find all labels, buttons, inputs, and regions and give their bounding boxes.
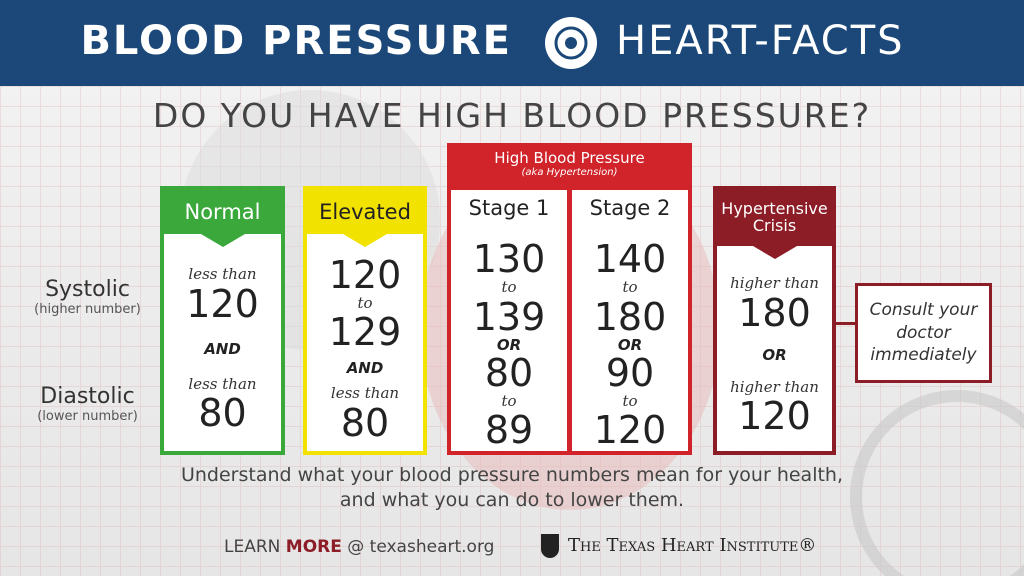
reading-number: 140 — [593, 237, 667, 281]
message-line: and what you can do to lower them. — [339, 488, 685, 511]
joiner: OR — [496, 335, 522, 354]
reading-number: 120 — [738, 394, 811, 438]
reading-group: less than 120 — [186, 265, 259, 323]
note-box: Consult your doctor immediately — [855, 283, 992, 383]
message-line: Understand what your blood pressure numb… — [180, 464, 844, 486]
more-text: MORE — [285, 537, 342, 557]
question: DO YOU HAVE HIGH BLOOD PRESSURE? — [152, 96, 872, 135]
row-label-title: Diastolic — [40, 384, 135, 409]
reading-group: 140 to 180 — [594, 240, 667, 336]
joiner: AND — [204, 339, 241, 358]
reading-group: higher than 180 — [730, 274, 819, 332]
reading-text: higher than — [730, 274, 819, 292]
website: @ texasheart.org — [347, 537, 495, 557]
category-column: Normal less than 120 AND less than 80 — [160, 186, 285, 455]
note-line: immediately — [870, 345, 977, 366]
category-body: 130 to 139 OR 80 to 89 — [451, 226, 567, 451]
note-line: doctor — [896, 322, 951, 343]
reading-text: to — [622, 278, 638, 296]
group-title: High Blood Pressure — [494, 149, 645, 167]
joiner: AND — [346, 358, 384, 377]
connector — [836, 322, 855, 325]
reading-text: less than — [188, 374, 257, 393]
reading-text: less than — [188, 265, 257, 283]
reading-group: higher than 120 — [730, 378, 819, 436]
learn-text: LEARN — [224, 537, 281, 557]
reading-number: 120 — [593, 408, 667, 452]
category-column: Hypertensive Crisis higher than 180 OR highe… — [713, 186, 836, 455]
header-title: BLOOD PRESSURE — [80, 18, 512, 64]
heart-icon — [545, 17, 597, 69]
reading-text: to — [357, 293, 373, 312]
joiner: OR — [617, 335, 643, 354]
reading-number: 90 — [605, 350, 655, 395]
joiner: OR — [762, 345, 787, 364]
reading-text: to — [622, 391, 638, 410]
learn-more: LEARN MORE @ texasheart.org — [224, 537, 494, 557]
category-header: Stage 2 — [572, 190, 688, 226]
reading-group: 90 to 120 — [594, 354, 667, 450]
reading-group: less than 80 — [188, 375, 256, 433]
reading-group: 120 to 129 — [329, 256, 402, 352]
category-header: Normal — [164, 190, 281, 247]
footer-message: Understand what your blood pressure numb… — [0, 463, 1024, 512]
header-subtitle: HEART-FACTS — [616, 18, 905, 64]
category-column: Stage 1 130 to 139 OR 80 to 89 — [447, 186, 571, 455]
category-body: 120 to 129 AND less than 80 — [307, 234, 423, 451]
reading-text: less than — [330, 384, 400, 402]
category-header: Elevated — [307, 190, 423, 247]
category-header: Stage 1 — [451, 190, 567, 226]
header-chevron — [343, 234, 387, 247]
reading-number: 80 — [484, 350, 534, 395]
institute-logo — [541, 534, 559, 558]
reading-text: to — [501, 391, 517, 410]
reading-number: 80 — [340, 400, 390, 445]
row-label: Diastolic (lower number) — [20, 384, 155, 424]
note-line: Consult your — [869, 299, 978, 320]
reading-number: 129 — [328, 310, 402, 354]
category-column: Stage 2 140 to 180 OR 90 to 120 — [568, 186, 692, 455]
reading-number: 120 — [328, 252, 402, 297]
row-label-title: Systolic — [45, 277, 130, 302]
group-subtitle: (aka Hypertension) — [521, 167, 618, 178]
icon-graphic — [554, 26, 588, 60]
reading-number: 89 — [484, 408, 534, 452]
row-label-note: (higher number) — [34, 302, 141, 317]
reading-number: 180 — [738, 290, 811, 335]
category-body: 140 to 180 OR 90 to 120 — [572, 226, 688, 451]
reading-number: 180 — [593, 294, 667, 339]
header-chevron — [752, 246, 797, 259]
reading-text: higher than — [730, 377, 819, 396]
row-label: Systolic (higher number) — [20, 277, 155, 317]
reading-group: 80 to 89 — [485, 354, 533, 450]
reading-number: 80 — [198, 391, 247, 435]
reading-group: less than 80 — [331, 384, 399, 442]
category-column: Elevated 120 to 129 AND less than 80 — [303, 186, 427, 455]
category-header: Hypertensive Crisis — [717, 190, 832, 259]
reading-number: 120 — [186, 281, 259, 326]
reading-number: 130 — [472, 237, 546, 281]
reading-group: 130 to 139 — [473, 240, 546, 336]
row-label-note: (lower number) — [37, 409, 138, 424]
header-bar: BLOOD PRESSURE HEART-FACTS — [0, 0, 1024, 86]
reading-text: to — [501, 278, 517, 296]
header-chevron — [200, 234, 245, 247]
category-body: higher than 180 OR higher than 120 — [717, 246, 832, 451]
reading-number: 139 — [472, 294, 546, 339]
institute-name: The Texas Heart Institute® — [568, 535, 817, 556]
group-header: High Blood Pressure (aka Hypertension) — [447, 143, 692, 188]
category-body: less than 120 AND less than 80 — [164, 234, 281, 451]
